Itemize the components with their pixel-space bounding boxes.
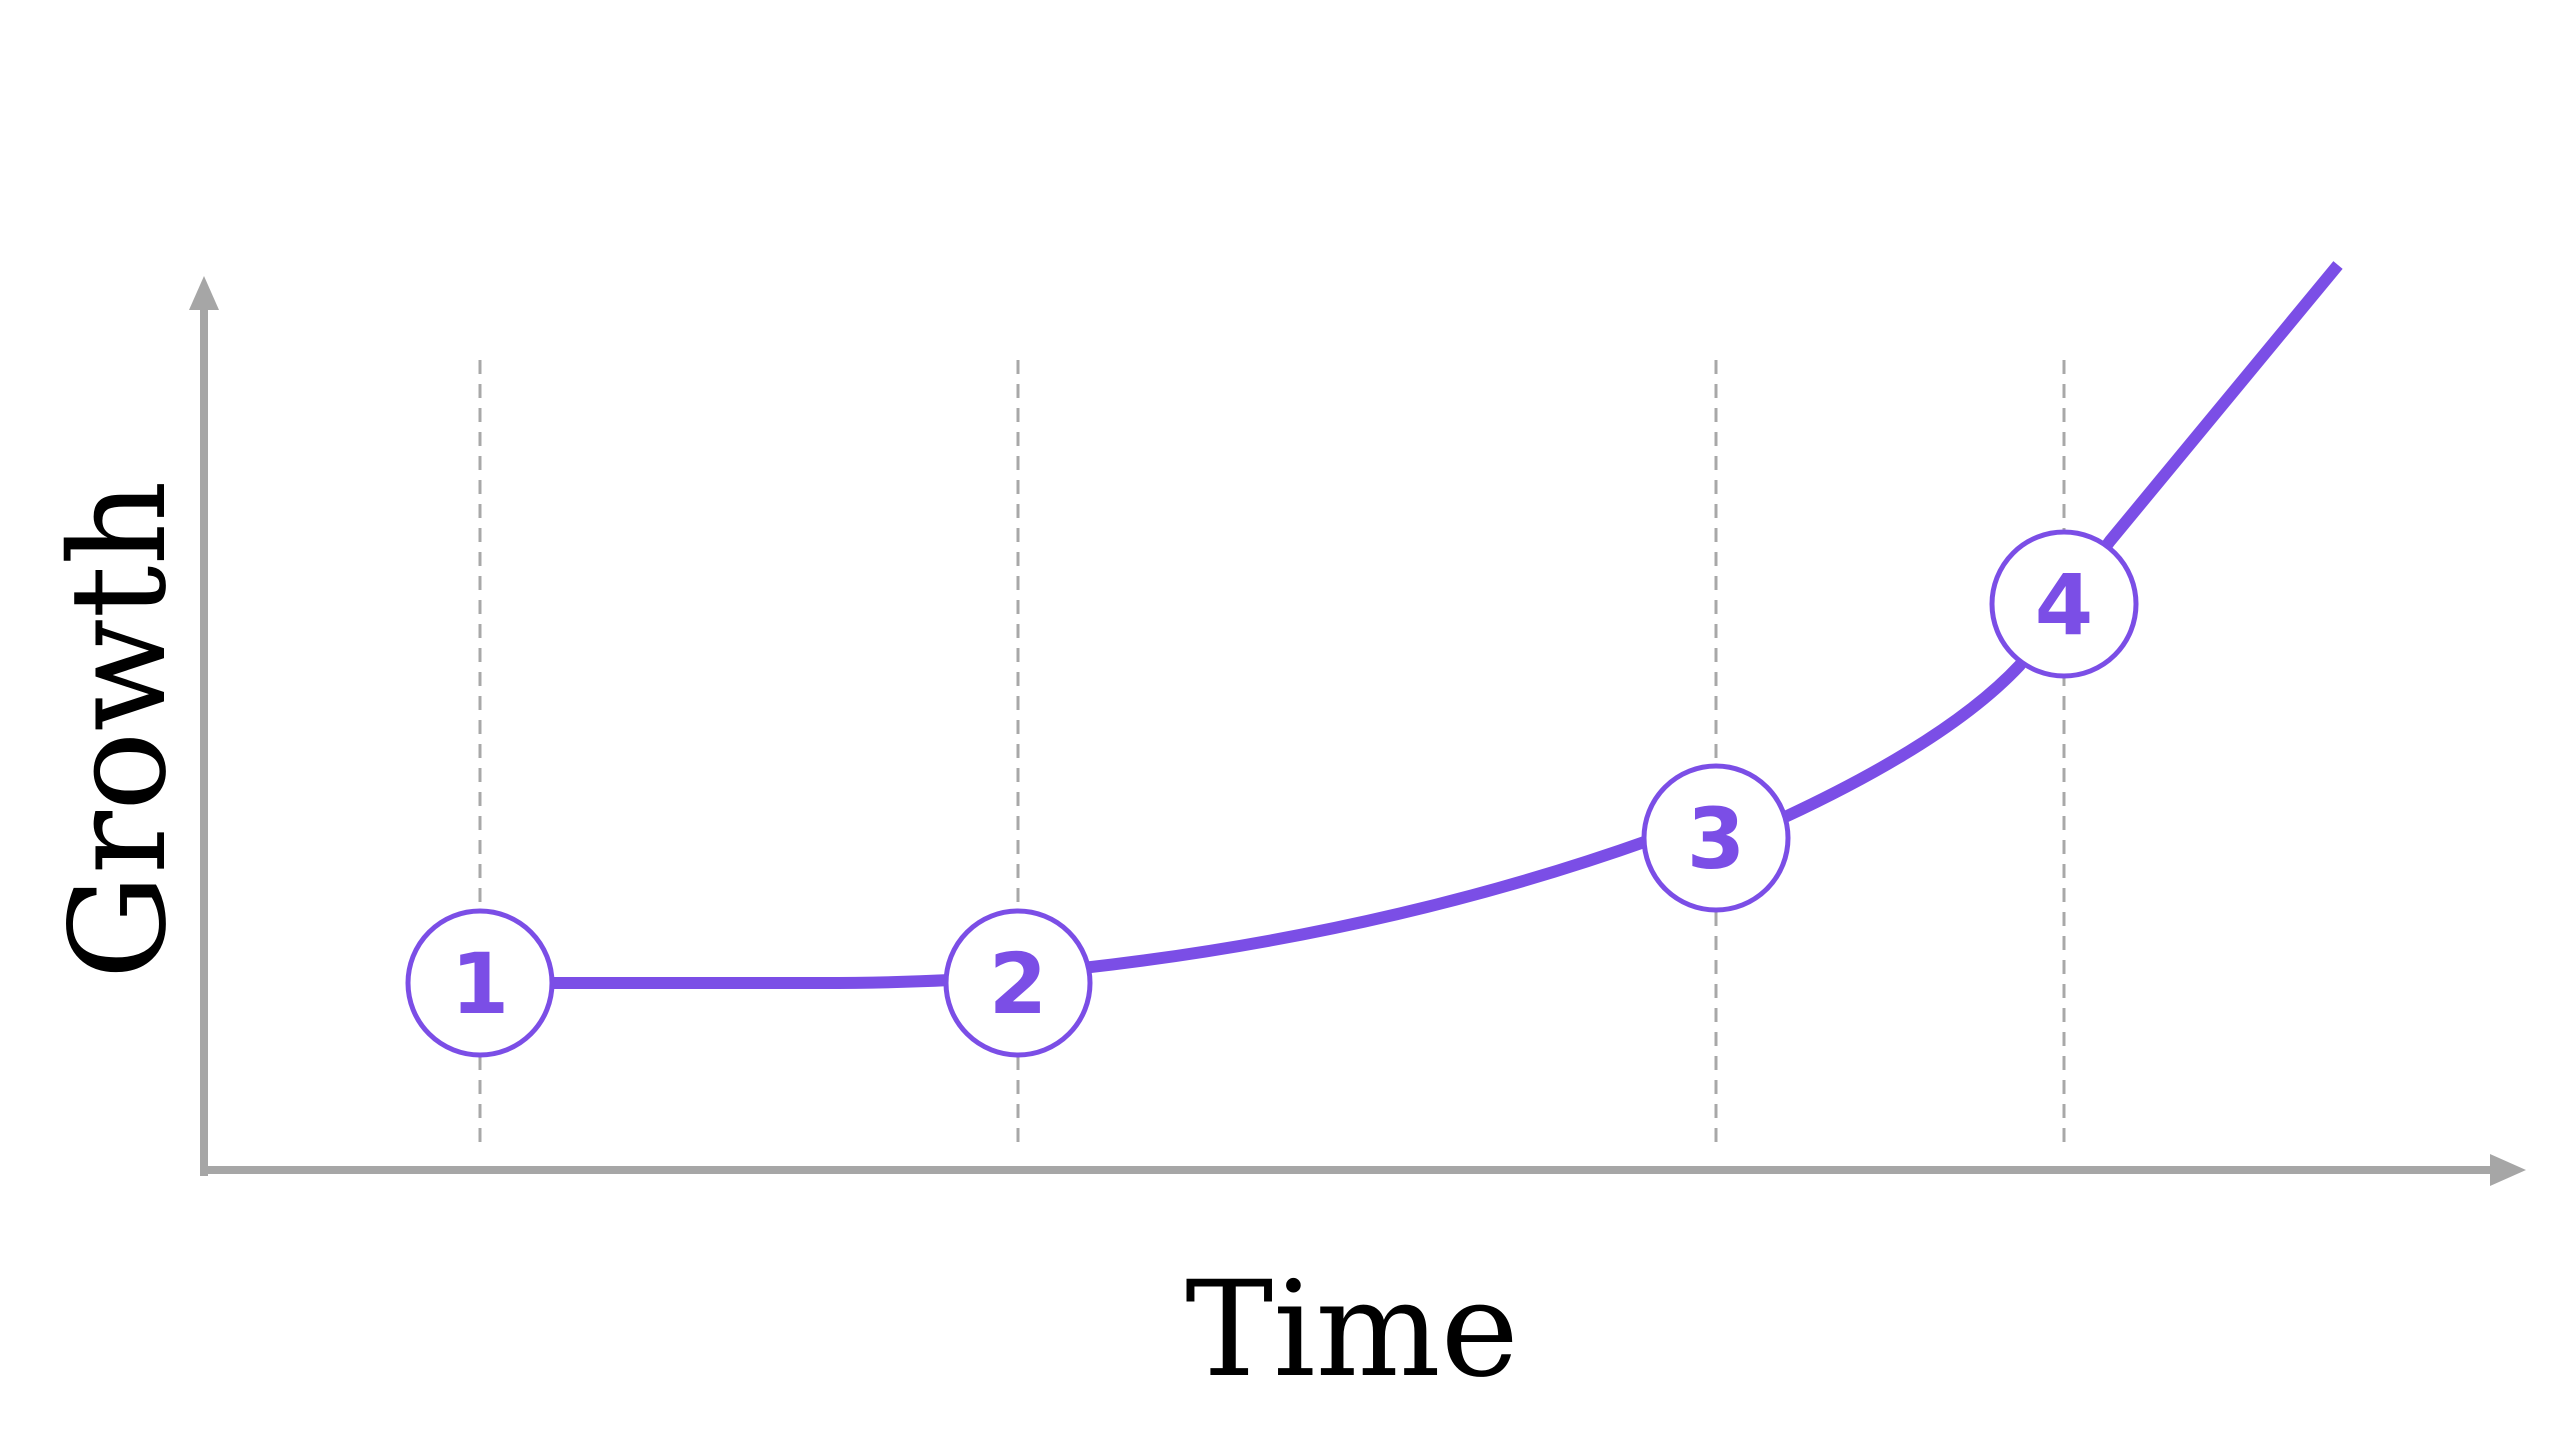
x-axis-arrowhead: [2490, 1154, 2526, 1186]
stage-number: 2: [989, 935, 1047, 1033]
stage-circle: [943, 908, 1093, 1058]
stage-circle: [405, 908, 555, 1058]
stage-circle: [1641, 763, 1791, 913]
stage-number: 3: [1687, 790, 1745, 888]
x-axis-title: Time: [1185, 1253, 1519, 1407]
y-axis-arrowhead: [189, 276, 219, 310]
stage-marker-2: 2: [943, 908, 1093, 1058]
y-axis-title: Growth: [42, 480, 196, 979]
stage-circle: [1989, 529, 2139, 679]
stage-marker-1: 1: [405, 908, 555, 1058]
stage-marker-3: 3: [1641, 763, 1791, 913]
growth-curve: [552, 261, 2343, 989]
stage-marker-4: 4: [1989, 529, 2139, 679]
stage-number: 4: [2035, 556, 2093, 654]
stage-number: 1: [451, 935, 509, 1033]
